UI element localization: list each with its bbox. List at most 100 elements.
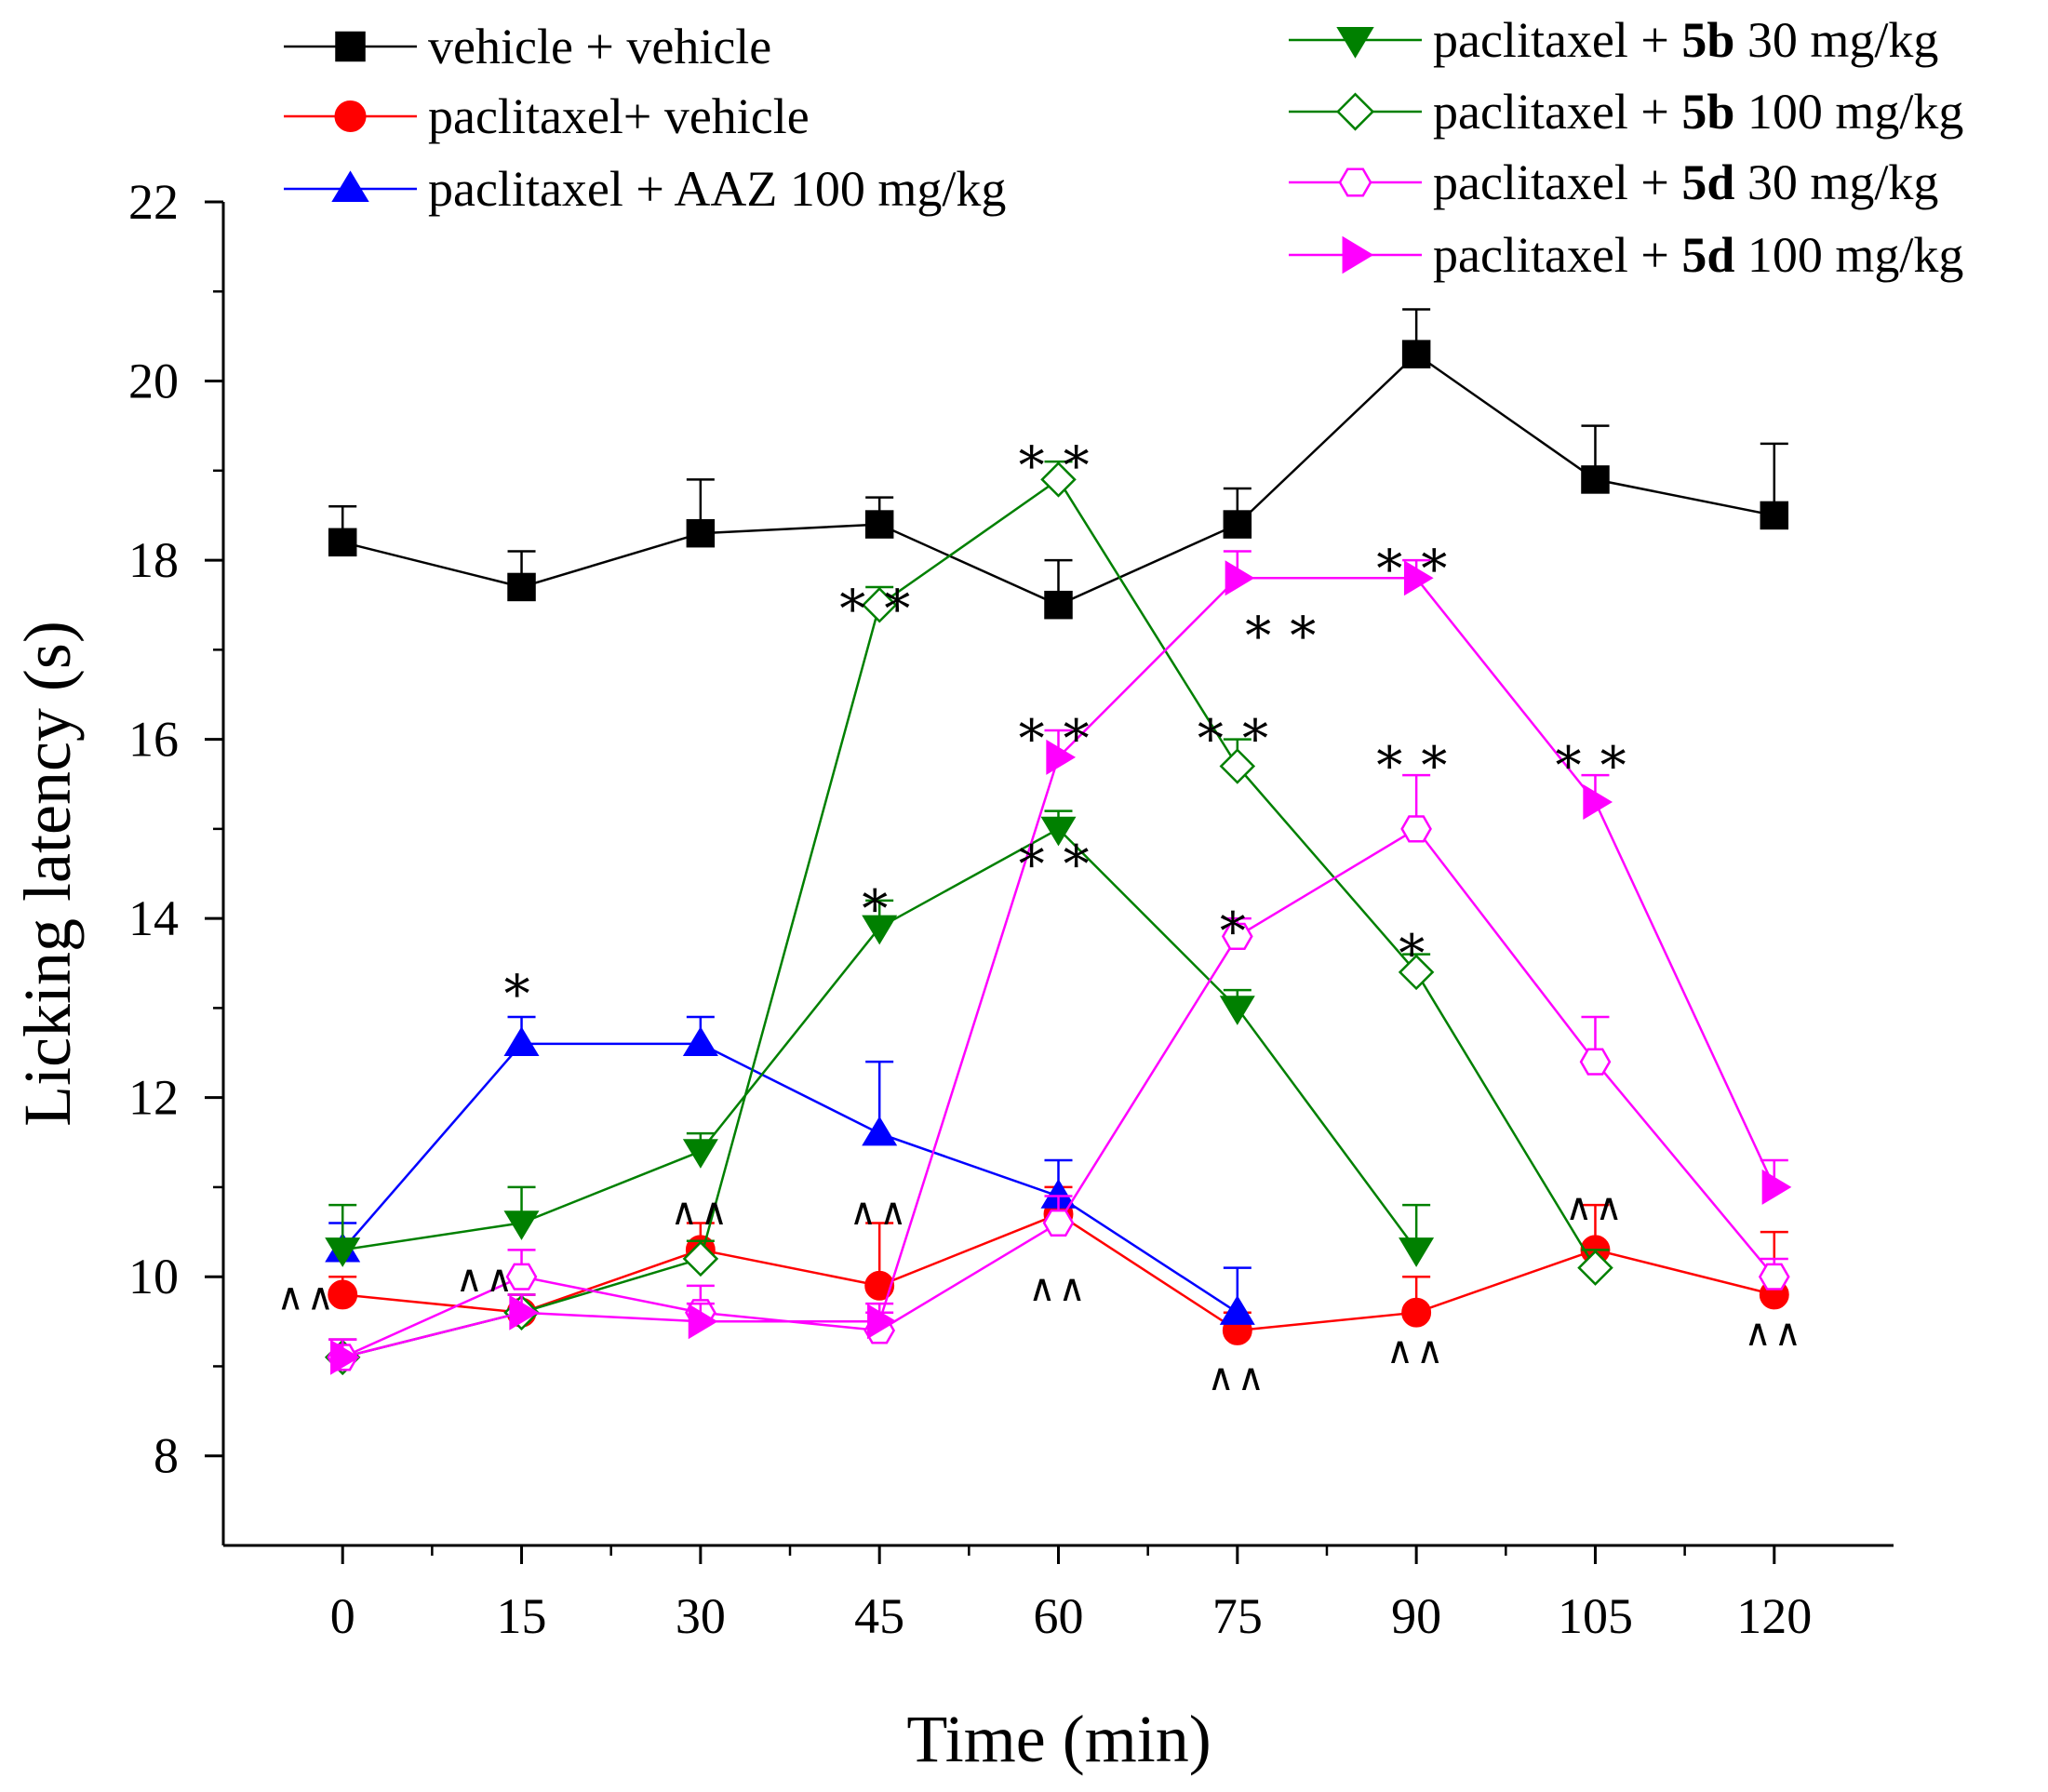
legend-label-prefix: paclitaxel+ vehicle	[428, 88, 810, 144]
significance-annotation: ∗∗	[1550, 728, 1640, 785]
significance-annotation: ∗∗	[1372, 728, 1461, 785]
series-line	[341, 477, 1597, 1359]
data-point	[862, 915, 898, 945]
legend-label-prefix: paclitaxel +	[1433, 227, 1681, 283]
y-tick-label: 22	[128, 174, 179, 230]
legend-label-dose: 100 mg/kg	[1734, 84, 1963, 140]
significance-annotation: ∗	[857, 871, 902, 929]
caret-annotation: ∧∧	[671, 1191, 731, 1233]
data-point	[1399, 1237, 1435, 1267]
caret-annotation: ∧∧	[850, 1191, 910, 1233]
legend-label-dose: 30 mg/kg	[1734, 12, 1938, 68]
data-point	[861, 586, 898, 623]
legend-marker	[1336, 92, 1375, 131]
x-tick-label: 45	[854, 1588, 904, 1644]
legend: vehicle + vehicle paclitaxel+ vehicle pacl…	[284, 12, 1963, 283]
y-tick-label: 20	[128, 354, 179, 409]
data-point	[1040, 461, 1077, 498]
legend-label: vehicle + vehicle	[428, 19, 771, 74]
data-point	[688, 1304, 718, 1340]
legend-label: paclitaxel + 5b 30 mg/kg	[1433, 12, 1938, 68]
data-point	[864, 1270, 895, 1301]
data-point	[505, 1263, 538, 1291]
caret-annotation: ∧∧	[1745, 1312, 1805, 1354]
legend-label: paclitaxel + 5d 30 mg/kg	[1433, 154, 1938, 210]
significance-annotation: ∗∗	[1240, 597, 1330, 655]
data-point	[328, 1279, 358, 1310]
data-point	[686, 518, 716, 548]
data-point	[1403, 560, 1434, 596]
legend-label-prefix: paclitaxel +	[1433, 154, 1681, 210]
annotation-layer: ∧∧ ∧∧∧∧ ∧∧∧∧∧∧∧∧∧∧∧∧∗∗ ∗ ∗∗∗∗∗∗∗∗∗∗∗∗∗ ∗∗∗∗∗∗	[276, 428, 1805, 1399]
legend-marker	[1342, 235, 1374, 274]
series-layer	[324, 308, 1792, 1376]
legend-marker	[331, 170, 369, 203]
significance-annotation: ∗	[1394, 916, 1439, 973]
series-4	[325, 809, 1435, 1267]
legend-label-compound: 5d	[1681, 227, 1734, 283]
legend-marker	[1338, 167, 1372, 197]
data-point	[682, 1139, 718, 1169]
x-ticks: 0 15 30 45 60 75 90 105 120	[330, 1545, 1812, 1644]
x-tick-label: 75	[1212, 1588, 1263, 1644]
legend-item: paclitaxel + 5d 100 mg/kg	[1289, 227, 1963, 283]
data-point	[1761, 1169, 1792, 1205]
legend-label-prefix: vehicle + vehicle	[428, 19, 771, 74]
data-point	[330, 1339, 360, 1375]
significance-annotation: ∗	[500, 956, 544, 1014]
data-point	[1040, 816, 1077, 847]
data-point	[1401, 340, 1431, 368]
legend-item: paclitaxel + 5b 30 mg/kg	[1289, 12, 1938, 68]
legend-label: paclitaxel + 5d 100 mg/kg	[1433, 227, 1963, 283]
data-point	[1219, 1295, 1255, 1325]
legend-label-compound: 5b	[1681, 12, 1734, 68]
caret-annotation: ∧∧	[276, 1276, 337, 1317]
data-point	[325, 1237, 361, 1267]
data-point	[682, 1240, 719, 1277]
significance-annotation: ∗∗	[835, 571, 924, 629]
series-5	[324, 460, 1613, 1376]
legend-label: paclitaxel+ vehicle	[428, 88, 810, 144]
series-1	[328, 308, 1789, 620]
data-point	[507, 572, 536, 602]
data-point	[867, 1304, 897, 1340]
x-tick-label: 15	[497, 1588, 547, 1644]
data-point	[509, 1294, 540, 1331]
data-point	[503, 1026, 540, 1057]
x-tick-label: 60	[1034, 1588, 1084, 1644]
data-point	[1221, 922, 1253, 950]
x-tick-label: 90	[1391, 1588, 1441, 1644]
data-point	[862, 1116, 898, 1146]
legend-label-compound: 5b	[1681, 84, 1734, 140]
data-point	[1219, 748, 1256, 784]
legend-label-prefix: paclitaxel +	[1433, 84, 1681, 140]
data-point	[1583, 783, 1613, 821]
y-tick-label: 18	[128, 532, 179, 588]
data-point	[1044, 590, 1073, 620]
data-point	[864, 510, 894, 539]
data-point	[1219, 996, 1255, 1025]
caret-annotation: ∧∧	[1028, 1267, 1089, 1309]
x-tick-label: 0	[330, 1588, 355, 1644]
series-line	[341, 577, 1775, 1359]
data-point	[682, 1026, 718, 1057]
x-tick-label: 120	[1736, 1588, 1812, 1644]
y-axis-label: Licking latency (s)	[10, 621, 85, 1127]
data-point	[503, 1210, 540, 1240]
legend-label-compound: 5d	[1681, 154, 1734, 210]
legend-item: paclitaxel + 5d 30 mg/kg	[1289, 154, 1938, 210]
x-tick-label: 30	[676, 1588, 726, 1644]
legend-item: paclitaxel + AAZ 100 mg/kg	[284, 161, 1006, 217]
data-point	[1579, 1048, 1612, 1076]
significance-annotation: ∗∗	[1013, 826, 1103, 884]
caret-annotation: ∧∧	[456, 1258, 516, 1300]
data-point	[1581, 465, 1610, 494]
data-point	[1046, 739, 1077, 775]
series-7	[328, 550, 1792, 1375]
data-point	[1398, 954, 1435, 991]
y-tick-label: 16	[128, 712, 179, 768]
caret-annotation: ∧∧	[1208, 1357, 1268, 1398]
legend-marker	[1336, 27, 1374, 59]
x-axis-label: Time (min)	[906, 1702, 1211, 1776]
